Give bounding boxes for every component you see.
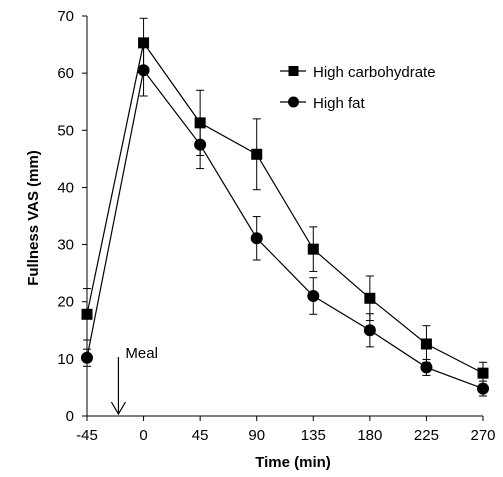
y-tick-label: 70 xyxy=(57,8,74,25)
data-point-square xyxy=(81,308,93,320)
y-tick-label: 20 xyxy=(57,294,74,311)
y-tick-label: 40 xyxy=(57,179,74,196)
legend-item-high-fat: High fat xyxy=(280,95,366,112)
y-tick-label: 50 xyxy=(57,122,74,139)
y-ticks: 0 10 20 30 40 50 60 70 xyxy=(57,8,87,425)
x-tick-label: -45 xyxy=(76,427,98,444)
x-tick-label: 0 xyxy=(139,427,147,444)
x-tick-label: 45 xyxy=(192,427,209,444)
series-high-fat xyxy=(81,44,489,397)
data-point-circle xyxy=(420,361,433,374)
y-tick-label: 60 xyxy=(57,65,74,82)
data-point-circle xyxy=(477,382,489,395)
data-point-circle xyxy=(137,64,150,77)
legend-marker-circle xyxy=(288,96,299,108)
legend-item-high-carbohydrate: High carbohydrate xyxy=(280,64,436,81)
x-tick-label: 180 xyxy=(357,427,382,444)
data-point-square xyxy=(364,292,376,304)
data-point-square xyxy=(307,243,319,255)
data-point-circle xyxy=(194,138,207,151)
x-axis-title: Time (min) xyxy=(255,454,331,471)
series-line xyxy=(86,41,484,374)
data-point-circle xyxy=(250,232,263,245)
legend: High carbohydrate High fat xyxy=(280,64,436,112)
data-point-square xyxy=(420,338,432,350)
data-point-circle xyxy=(81,351,93,364)
legend-marker-square xyxy=(288,66,299,76)
meal-arrow-head xyxy=(110,401,126,416)
data-point-circle xyxy=(363,324,376,337)
legend-label-high-fat: High fat xyxy=(313,95,366,112)
data-point-square xyxy=(477,367,489,379)
x-tick-label: 225 xyxy=(414,427,439,444)
annotation-layer: Meal xyxy=(110,345,158,416)
y-tick-label: 0 xyxy=(66,408,74,425)
x-ticks: -45 0 45 90 135 180 225 270 xyxy=(76,416,496,444)
y-tick-label: 30 xyxy=(57,237,74,254)
data-point-circle xyxy=(307,290,320,302)
meal-annotation: Meal xyxy=(125,345,158,362)
data-point-square xyxy=(138,37,150,49)
y-axis-title: Fullness VAS (mm) xyxy=(25,150,42,286)
series-line xyxy=(86,68,484,390)
x-tick-label: 270 xyxy=(470,427,495,444)
x-tick-label: 135 xyxy=(301,427,326,444)
legend-label-high-carbohydrate: High carbohydrate xyxy=(313,64,436,81)
x-tick-label: 90 xyxy=(248,427,265,444)
y-tick-label: 10 xyxy=(57,351,74,368)
series-layer xyxy=(81,17,489,397)
data-point-square xyxy=(251,148,263,160)
